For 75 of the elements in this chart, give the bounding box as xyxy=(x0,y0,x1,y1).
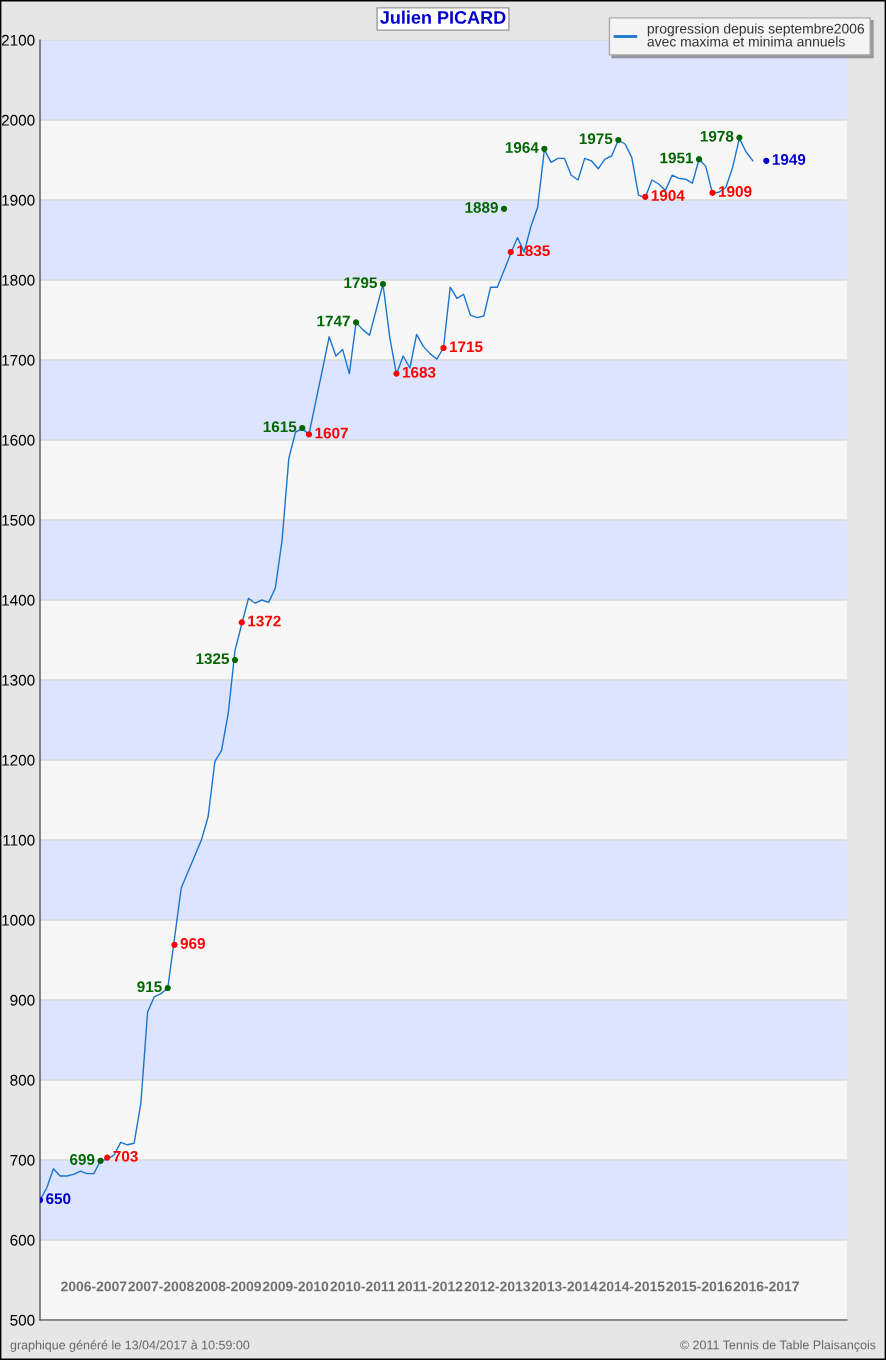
data-label: 1795 xyxy=(344,277,377,289)
data-label: 1325 xyxy=(196,653,230,665)
point xyxy=(352,319,360,326)
x-tick-label: 2014-2015 xyxy=(599,1281,665,1292)
data-label: 1747 xyxy=(317,315,350,327)
y-tick-label: 1500 xyxy=(2,514,35,526)
point xyxy=(709,189,716,196)
data-label: 1978 xyxy=(700,130,734,142)
y-tick-label: 1700 xyxy=(2,354,35,366)
point xyxy=(379,280,387,288)
y-tick-label: 2100 xyxy=(1,34,35,46)
data-label: 1909 xyxy=(719,186,752,197)
legend-label: progression depuis septembre2006 avec maxima et minima annuels xyxy=(647,23,865,47)
data-label: 1951 xyxy=(660,152,694,164)
point xyxy=(97,1157,104,1164)
data-label: 1372 xyxy=(248,615,281,627)
point xyxy=(104,1154,111,1161)
data-label: 1607 xyxy=(315,427,348,439)
point xyxy=(305,431,313,438)
data-label: 703 xyxy=(113,1150,138,1162)
y-tick-label: 1400 xyxy=(2,594,35,606)
y-tick-label: 1800 xyxy=(2,274,35,286)
y-tick-label: 2000 xyxy=(1,114,35,126)
point xyxy=(393,370,400,377)
text: © 2011 Tennis de Table Plaisançois xyxy=(680,1340,876,1352)
point xyxy=(299,424,306,432)
y-tick-label: 1200 xyxy=(2,754,35,766)
x-tick-label: 2012-2013 xyxy=(464,1281,531,1292)
point xyxy=(507,248,514,256)
point xyxy=(231,656,239,664)
data-label: 1889 xyxy=(465,202,498,213)
x-tick-label: 2016-2017 xyxy=(733,1281,799,1292)
x-tick-label: 2007-2008 xyxy=(128,1281,194,1292)
point xyxy=(500,205,508,212)
point xyxy=(541,145,548,152)
data-label: 1964 xyxy=(505,142,539,153)
data-label: 1615 xyxy=(263,421,297,433)
y-tick-label: 800 xyxy=(10,1074,35,1086)
point xyxy=(642,193,649,200)
x-tick-label: 2010-2011 xyxy=(330,1281,396,1292)
y-tick-label: 500 xyxy=(10,1314,35,1326)
y-tick-label: 700 xyxy=(10,1154,35,1166)
data-label: 1835 xyxy=(517,245,550,257)
point xyxy=(171,941,178,948)
x-tick-label: 2009-2010 xyxy=(262,1281,329,1292)
data-label: 1683 xyxy=(402,366,436,378)
point xyxy=(615,136,622,144)
data-label: 1904 xyxy=(651,190,685,201)
text: graphique généré le 13/04/2017 à 10:59:00 xyxy=(10,1340,250,1352)
data-label: 1975 xyxy=(579,133,613,145)
x-tick-label: 2013-2014 xyxy=(531,1281,598,1292)
y-tick-label: 1100 xyxy=(3,834,35,846)
x-tick-label: 2008-2009 xyxy=(195,1281,261,1292)
data-label: 1949 xyxy=(772,154,806,165)
y-tick-label: 1300 xyxy=(2,674,35,686)
x-tick-label: 2015-2016 xyxy=(666,1281,732,1292)
data-label: 915 xyxy=(137,981,162,993)
point xyxy=(695,156,703,163)
y-tick-label: 600 xyxy=(10,1234,35,1246)
y-tick-label: 900 xyxy=(10,994,35,1006)
point xyxy=(736,134,743,141)
y-tick-label: 1000 xyxy=(2,914,35,926)
point xyxy=(238,619,245,626)
chart-title: Julien PICARD xyxy=(380,10,506,24)
point xyxy=(164,984,171,992)
data-label: 1715 xyxy=(450,341,483,353)
y-tick-label: 1600 xyxy=(2,434,35,446)
data-label: 969 xyxy=(180,938,205,949)
point xyxy=(440,344,447,352)
point xyxy=(763,157,770,164)
data-label: 699 xyxy=(70,1154,95,1165)
x-tick-label: 2006-2007 xyxy=(61,1281,127,1292)
data-label: 650 xyxy=(46,1193,71,1205)
y-tick-label: 1900 xyxy=(2,194,35,206)
x-tick-label: 2011-2012 xyxy=(397,1281,463,1292)
